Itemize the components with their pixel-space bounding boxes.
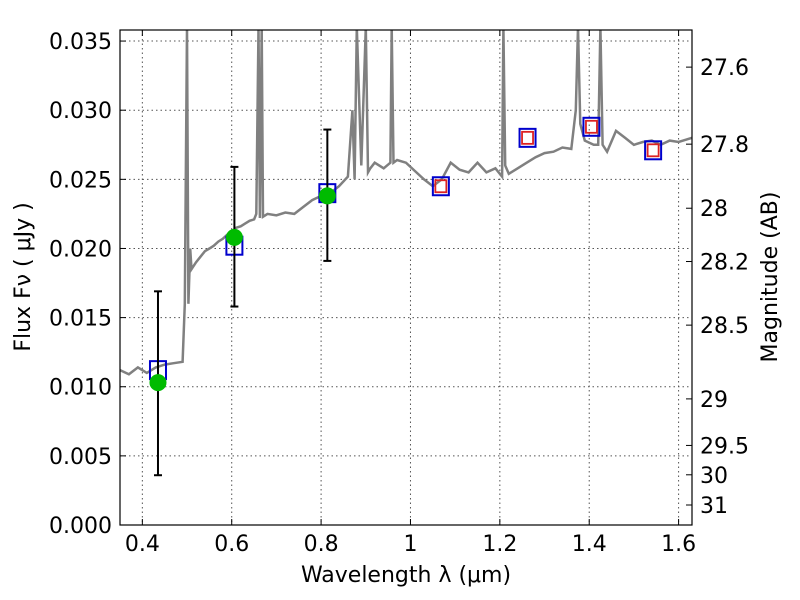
detection-point (225, 228, 243, 246)
plot-frame (119, 29, 693, 526)
y-tick-label: 0.025 (49, 168, 112, 193)
model-photometry-square (582, 116, 601, 137)
magnitude-tick-label: 28 (700, 197, 728, 222)
magnitude-tick-label: 28.2 (700, 251, 749, 276)
x-tick-label: 1.6 (661, 532, 696, 557)
y-axis-label: Flux Fν ( μJy ) (11, 202, 36, 351)
magnitude-tick-label: 27.8 (700, 133, 749, 158)
detection-point (318, 187, 336, 205)
x-tick-label: 1.2 (482, 532, 517, 557)
y-tick-label: 0.015 (49, 307, 112, 332)
y-tick-label: 0.005 (49, 445, 112, 470)
magnitude-axis-ticks: 27.6 27.8 28 28.2 28.5 29 29.5 30 31 (686, 56, 749, 519)
observed-photometry-square (585, 119, 598, 134)
observed-photometry-square (434, 179, 448, 194)
detection-point (149, 374, 167, 392)
magnitude-tick-label: 31 (700, 494, 728, 519)
observed-photometry-points (434, 119, 660, 194)
y-tick-label: 0.020 (49, 237, 112, 262)
x-axis-label: Wavelength λ (μm) (301, 563, 511, 588)
model-photometry-square (431, 176, 450, 197)
x-tick-label: 1 (403, 532, 417, 557)
x-tick-label: 0.8 (304, 532, 339, 557)
grid-lines (120, 30, 692, 526)
y-tick-label: 0.035 (49, 30, 112, 55)
y-axis-ticks: 0.000 0.005 0.010 0.015 0.020 0.025 0.030 0.035 (49, 30, 126, 539)
observed-photometry-square (646, 143, 660, 158)
y-tick-label: 0.030 (49, 99, 112, 124)
magnitude-axis-label: Magnitude (AB) (758, 192, 783, 363)
x-tick-label: 0.6 (214, 532, 249, 557)
x-tick-label: 0.4 (125, 532, 160, 557)
magnitude-tick-label: 29 (700, 388, 728, 413)
model-photometry-square (644, 140, 663, 161)
x-axis-ticks: 0.4 0.6 0.8 1 1.2 1.4 1.6 (125, 30, 696, 557)
model-photometry-square (518, 127, 537, 148)
magnitude-tick-label: 29.5 (700, 434, 749, 459)
magnitude-tick-label: 28.5 (700, 314, 749, 339)
y-tick-label: 0.010 (49, 376, 112, 401)
magnitude-tick-label: 27.6 (700, 56, 749, 81)
observed-photometry-square (521, 130, 534, 145)
detection-points (149, 187, 336, 392)
spectrum-line (120, 30, 692, 376)
x-tick-label: 1.4 (572, 532, 607, 557)
magnitude-tick-label: 30 (700, 464, 728, 489)
y-tick-label: 0.000 (49, 514, 112, 539)
